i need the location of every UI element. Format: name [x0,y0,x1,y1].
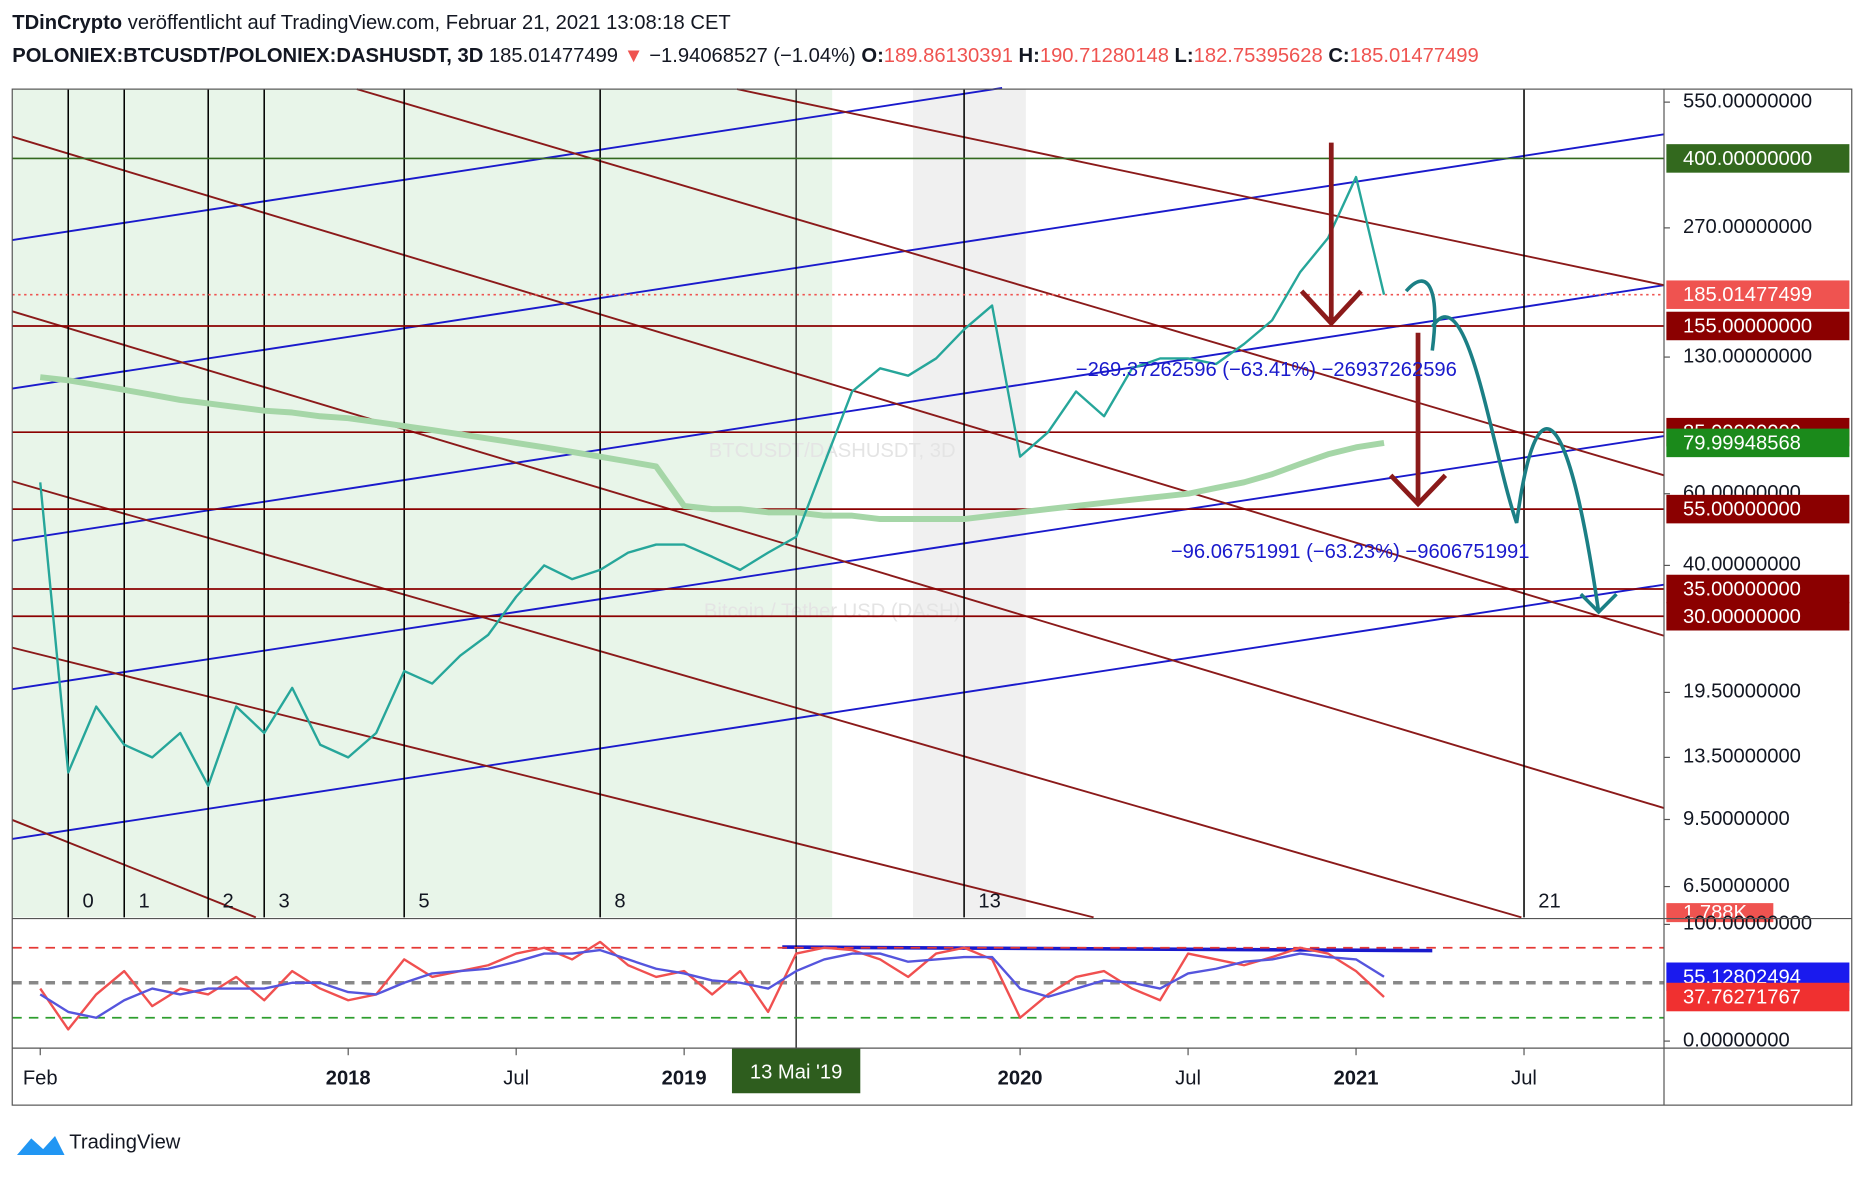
price-tag-label: 185.01477499 [1683,284,1812,306]
price-tag [1666,280,1850,309]
trendline [12,284,1665,542]
y-tick-label: 0.00000000 [1683,1029,1790,1051]
marker-tag [731,1048,861,1094]
border [11,88,1853,1106]
ohlc-key: O: [861,45,883,67]
x-tick-label: Jul [1511,1067,1537,1089]
price-tag-label: 400.00000000 [1683,148,1812,170]
footer: TradingView [69,1132,181,1154]
symbol: POLONIEX:BTCUSDT/POLONIEX:DASHUSDT, 3D [12,45,483,67]
change: −1.94068527 (−1.04%) [649,45,856,67]
fib-time-label: 21 [1538,890,1560,912]
change-arrow: ▼ [624,45,644,67]
price-tag [1666,428,1850,458]
fib-time-label: 0 [82,890,93,912]
price-tag-label: 79.99948568 [1683,432,1801,454]
ohlc-key: H: [1019,45,1040,67]
highlight-zone [12,89,833,918]
trendline [11,310,1665,809]
price-tag [1666,574,1850,604]
y-tick-label: 130.00000000 [1683,345,1812,367]
watermark: Bitcoin / Tether USD (DASH) [704,600,961,622]
price-tag [1666,311,1850,341]
arrow [1388,332,1448,508]
fib-time-label: 5 [418,890,429,912]
trendlines [11,86,1665,953]
arrows [1299,142,1448,508]
fib-time-label: 13 [978,890,1000,912]
plot: 0 1 2 3 5 8 13 21 13 Mai '19 Feb 2018 Jul 2019 2020 Ju… [12,89,1850,1094]
author: TDinCrypto [12,12,122,34]
fib-time-label: 2 [222,890,233,912]
y-tick-label: 13.50000000 [1683,746,1801,768]
series-line [39,374,1385,522]
trendline [12,646,1094,919]
volume-tag [1666,903,1774,923]
price-tag-label: 37.76271767 [1683,987,1801,1009]
y-tick-label: 40.00000000 [1683,554,1801,576]
watermark: BTCUSDT/DASHUSDT, 3D [709,440,956,462]
header-line: TDinCrypto veröffentlicht auf TradingVie… [12,12,731,34]
price-tag [1666,601,1850,631]
trendline [11,135,1665,637]
frame [11,88,1853,1106]
price-tag [1666,494,1850,524]
marker-label: 13 Mai '19 [750,1061,843,1083]
annotation: −269.37262596 (−63.41%) −26937262596 [1076,359,1457,381]
series-line [39,948,1385,1019]
x-tick-label: 2018 [326,1067,371,1089]
y-tick-label: 6.50000000 [1683,875,1790,897]
trendline [12,133,1665,390]
logo [16,1136,65,1156]
y-tick-label: 270.00000000 [1683,216,1812,238]
annotation: −96.06751991 (−63.23%) −9606751991 [1171,541,1530,563]
fib-time-label: 3 [278,890,289,912]
ohlc-value: 182.75395628 [1194,45,1323,67]
x-tick-label: Jul [503,1067,529,1089]
price: 185.01477499 [489,45,618,67]
series-line [39,175,1386,787]
trendline [12,435,1665,691]
trendline [736,88,1665,287]
fib-time-label: 1 [138,890,149,912]
x-tick-label: 2021 [1334,1067,1379,1089]
symbol-line: POLONIEX:BTCUSDT/POLONIEX:DASHUSDT, 3D 1… [12,45,1479,67]
price-tag-label: 35.00000000 [1683,579,1801,601]
trendline [356,88,1665,477]
forecast-path [1404,279,1618,615]
price-tag-label: 155.00000000 [1683,316,1812,338]
price-tag [1666,144,1850,173]
x-tick-label: Jul [1175,1067,1201,1089]
ohlc-value: 185.01477499 [1350,45,1479,67]
x-tick-label: 2019 [662,1067,707,1089]
ohlc-value: 189.86130391 [884,45,1013,67]
published: veröffentlicht auf TradingView.com, Febr… [128,12,731,34]
highlight-zone [912,89,1026,918]
fib-time-label: 8 [614,890,625,912]
arrow [1299,142,1363,327]
price-tag-label: 30.00000000 [1683,606,1801,628]
series-line [39,940,1385,1031]
price-tag-label: 55.00000000 [1683,499,1801,521]
y-tick-label: 9.50000000 [1683,808,1790,830]
ohlc-key: C: [1328,45,1349,67]
trendline [782,945,1433,953]
ohlc-value: 190.71280148 [1040,45,1169,67]
y-tick-label: 550.00000000 [1683,90,1812,112]
x-tick-label: Feb [23,1067,58,1089]
y-tick-label: 19.50000000 [1683,681,1801,703]
trendline [12,86,1003,241]
x-tick-label: 2020 [998,1067,1043,1089]
trendline [11,819,257,919]
y-tick-label: 100.00000000 [1683,913,1812,935]
ohlc-key: L: [1175,45,1194,67]
price-tag [1666,982,1850,1012]
trendline [12,583,1665,840]
